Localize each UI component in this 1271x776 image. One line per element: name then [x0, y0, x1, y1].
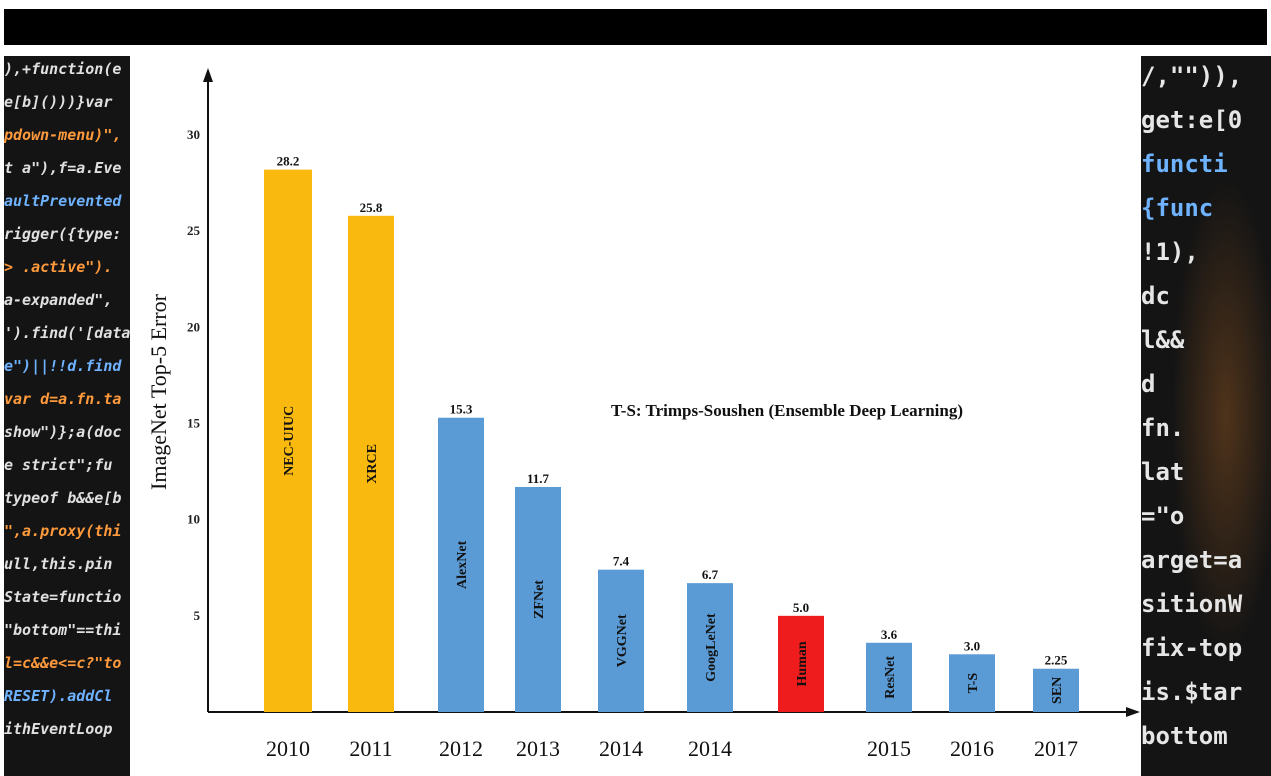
bar-name-label: VGGNet [615, 614, 630, 667]
bar-value-label: 28.2 [277, 154, 300, 169]
x-category-label: 2013 [516, 736, 560, 761]
code-line: fn. [1141, 414, 1185, 442]
code-line: ithEventLoop [4, 720, 113, 738]
x-category-label: 2011 [349, 736, 392, 761]
code-line: show")};a(doc [4, 423, 122, 441]
bar-name-label: AlexNet [455, 540, 470, 589]
y-tick-label: 10 [187, 512, 200, 527]
x-category-label: 2015 [867, 736, 911, 761]
bar [949, 654, 995, 712]
bar [866, 642, 912, 712]
code-line: /,"")), [1141, 62, 1243, 90]
code-line: pdown-menu)", [4, 126, 122, 144]
y-axis-arrow [203, 68, 213, 82]
x-category-label: 2014 [688, 736, 732, 761]
chart-axes [203, 68, 1140, 717]
code-line: rigger({type: [4, 225, 122, 243]
y-ticks: 5 10 15 20 25 30 [187, 127, 201, 623]
top-black-bar [4, 9, 1267, 45]
bar-name-label: GoogLeNet [704, 613, 719, 682]
y-tick-label: 25 [187, 223, 201, 238]
code-background-left: ),+function(e e[b]()))}var pdown-menu)", t … [4, 56, 130, 776]
code-line: a-expanded", [4, 291, 113, 309]
bar [1033, 668, 1079, 712]
code-line: > .active"). [4, 258, 113, 276]
code-line: l=c&&e<=c?"to [4, 654, 122, 672]
bar-name-label: ResNet [883, 656, 898, 699]
x-category-label: 2017 [1034, 736, 1078, 761]
x-axis-arrow [1126, 707, 1140, 717]
code-line: arget=a [1141, 546, 1243, 574]
code-line: fix-top [1141, 634, 1243, 662]
bar [778, 615, 824, 712]
y-axis-label: ImageNet Top-5 Error [146, 293, 171, 490]
code-line: State=functio [4, 588, 122, 606]
code-line: ),+function(e [4, 60, 122, 78]
bar-value-label: 25.8 [360, 200, 383, 215]
code-line: var d=a.fn.ta [4, 390, 122, 408]
code-line: d [1141, 370, 1156, 398]
y-tick-label: 20 [187, 319, 200, 334]
code-line: aultPrevented [4, 192, 122, 210]
bar-value-label: 2.25 [1045, 653, 1068, 668]
y-tick-label: 5 [194, 608, 201, 623]
bar-name-label: NEC-UIUC [282, 406, 297, 476]
bar-name-label: Human [795, 641, 810, 686]
x-category-label: 2012 [439, 736, 483, 761]
bar-value-label: 3.6 [881, 627, 898, 642]
bar-value-label: 11.7 [527, 471, 550, 486]
x-category-label: 2014 [599, 736, 643, 761]
code-line: e[b]()))}var [4, 93, 113, 111]
bar [515, 486, 561, 712]
code-background-right: /,"")), get:e[0 functi {func !1), dc l&& d fn. la… [1141, 56, 1271, 776]
bar-name-label: XRCE [365, 444, 380, 484]
bar [687, 583, 733, 712]
code-line: typeof b&&e[b [4, 489, 122, 507]
code-line: lat [1141, 458, 1185, 486]
code-line: e strict";fu [4, 456, 113, 474]
code-line: get:e[0 [1141, 106, 1243, 134]
x-category-label: 2010 [266, 736, 310, 761]
code-line: l&& [1141, 326, 1185, 354]
code-line: ",a.proxy(thi [4, 522, 122, 540]
code-line: "bottom"==thi [4, 621, 122, 639]
bar-value-label: 6.7 [702, 567, 719, 582]
code-line: !1), [1141, 238, 1199, 266]
code-line: ="o [1141, 502, 1185, 530]
bar [264, 169, 312, 712]
bar-value-label: 5.0 [793, 600, 809, 615]
code-line: functi [1141, 150, 1228, 178]
bar-name-label: SEN [1050, 677, 1065, 704]
bar-name-label: T-S [966, 673, 981, 694]
y-tick-label: 15 [187, 416, 201, 431]
code-line: sitionW [1141, 590, 1243, 618]
x-category-label: 2016 [950, 736, 994, 761]
code-line: RESET).addCl [4, 687, 113, 705]
bar [598, 569, 644, 712]
bar-value-label: 3.0 [964, 638, 980, 653]
bar-value-label: 15.3 [450, 402, 473, 417]
code-line: ull,this.pin [4, 555, 113, 573]
y-tick-label: 30 [187, 127, 200, 142]
code-line: e")||!!d.find [4, 357, 122, 375]
code-line: dc [1141, 282, 1170, 310]
code-line: ').find('[data [4, 324, 130, 342]
code-line: t a"),f=a.Eve [4, 159, 122, 177]
code-line: is.$tar [1141, 678, 1243, 706]
bar [438, 417, 484, 712]
code-line: {func [1141, 194, 1214, 222]
code-line: bottom [1141, 722, 1228, 750]
bars-group: 28.2 NEC-UIUC 2010 25.8 XRCE 2011 15.3 AlexNet 2… [264, 154, 1079, 761]
bar-value-label: 7.4 [613, 554, 630, 569]
circuit-glow [1171, 176, 1271, 656]
bar [348, 215, 394, 712]
chart-annotation: T-S: Trimps-Soushen (Ensemble Deep Learn… [611, 401, 963, 420]
bar-name-label: ZFNet [532, 580, 547, 619]
